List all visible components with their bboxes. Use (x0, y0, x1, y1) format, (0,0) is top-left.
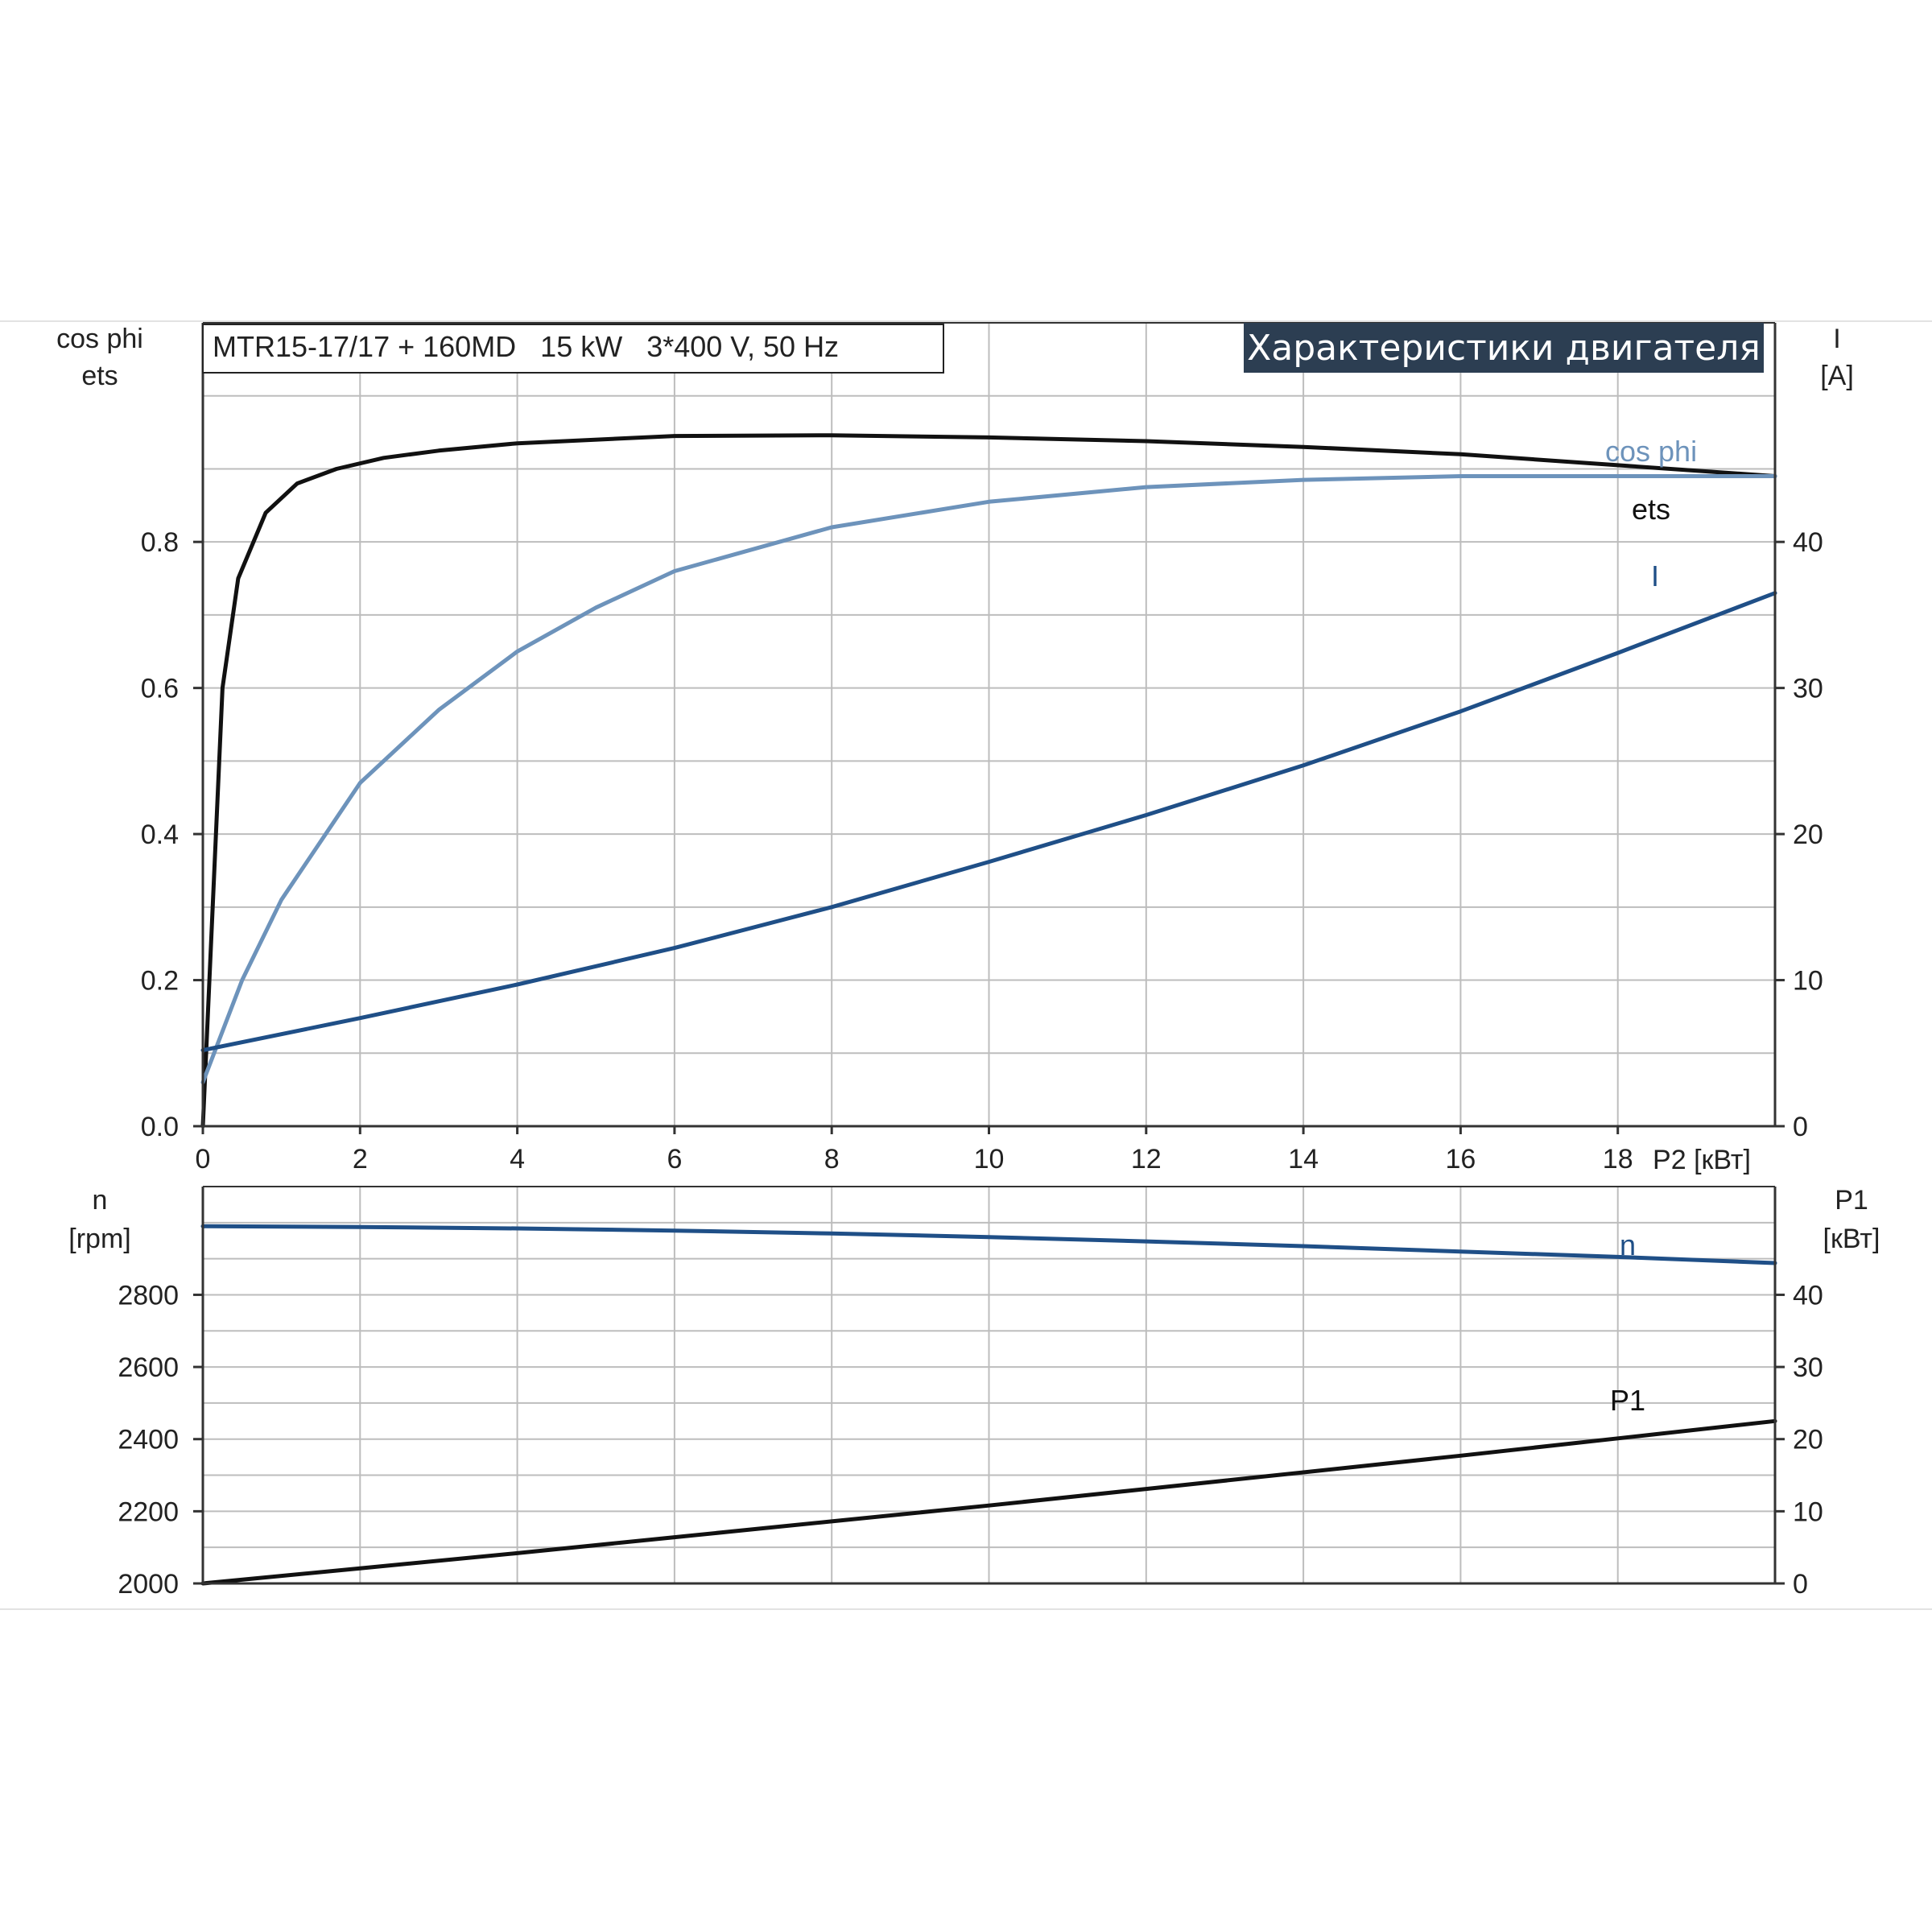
title-banner-text: Характеристики двигателя (1247, 328, 1761, 369)
x-tick-label: 18 (1603, 1144, 1633, 1174)
bottom-right-axis-label-1: P1 (1835, 1185, 1868, 1216)
series-line-i (200, 591, 1777, 1053)
x-tick-label: 2 (353, 1144, 368, 1174)
bottom-chart-axes (201, 1186, 1777, 1585)
series-line-p1 (200, 1418, 1777, 1586)
top-right-axis-label-2: [A] (1820, 361, 1854, 391)
series-line-ets (200, 433, 1777, 1129)
top-chart-curves (200, 433, 1777, 1129)
left-tick-label: 0.6 (141, 674, 179, 704)
info-box (202, 324, 944, 374)
left-tick-label: 0.0 (141, 1112, 179, 1142)
bottom-left-axis-label-2: [rpm] (68, 1224, 130, 1254)
top-chart-grid (202, 323, 1776, 1126)
right-tick-label: 20 (1793, 1425, 1823, 1455)
series-label-p1: P1 (1610, 1384, 1645, 1417)
right-tick-label: 30 (1793, 674, 1823, 704)
series-label-n: n (1620, 1228, 1636, 1261)
info-box-text: MTR15-17/17 + 160MD 15 kW 3*400 V, 50 Hz (213, 330, 839, 363)
left-tick-label: 0.4 (141, 819, 179, 850)
x-tick-label: 8 (824, 1144, 840, 1174)
bottom-chart-curves (200, 1224, 1777, 1586)
top-right-axis-label-1: I (1833, 324, 1840, 354)
top-chart-ticks: 0.0 0.2 0.4 0.6 0.8 0 10 20 30 40 0 2 4 6 8 10 12 14 16 18 (141, 527, 1823, 1174)
left-tick-label: 0.2 (141, 966, 179, 997)
x-tick-label: 4 (510, 1144, 525, 1174)
right-tick-label: 30 (1793, 1352, 1823, 1383)
x-tick-label: 6 (667, 1144, 682, 1174)
right-tick-label: 10 (1793, 966, 1823, 997)
series-label-cos-phi: cos phi (1605, 435, 1697, 468)
right-tick-label: 0 (1793, 1112, 1808, 1142)
right-tick-label: 0 (1793, 1569, 1808, 1600)
x-tick-label: 16 (1445, 1144, 1476, 1174)
top-left-axis-label-2: ets (81, 361, 118, 391)
bottom-chart-ticks: 2000 2200 2400 2600 2800 0 10 20 30 40 (118, 1280, 1823, 1600)
right-tick-label: 40 (1793, 527, 1823, 558)
bottom-chart-grid (202, 1187, 1776, 1583)
right-tick-label: 20 (1793, 819, 1823, 850)
x-tick-label: 12 (1131, 1144, 1162, 1174)
left-tick-label: 0.8 (141, 527, 179, 558)
bottom-left-axis-label-1: n (93, 1185, 108, 1216)
x-axis-label: P2 [кВт] (1653, 1145, 1751, 1175)
x-tick-label: 0 (196, 1144, 211, 1174)
left-tick-label: 2400 (118, 1425, 179, 1455)
title-banner (1244, 323, 1764, 373)
right-tick-label: 40 (1793, 1280, 1823, 1311)
bottom-right-axis-label-2: [кВт] (1823, 1224, 1880, 1254)
left-tick-label: 2000 (118, 1569, 179, 1600)
series-label-ets: ets (1632, 493, 1670, 526)
series-label-i: I (1651, 559, 1659, 592)
series-line-n (200, 1224, 1777, 1265)
x-tick-label: 10 (974, 1144, 1005, 1174)
left-tick-label: 2600 (118, 1352, 179, 1383)
left-tick-label: 2200 (118, 1496, 179, 1527)
right-tick-label: 10 (1793, 1496, 1823, 1527)
series-line-cos-phi (200, 474, 1777, 1085)
x-tick-label: 14 (1288, 1144, 1319, 1174)
left-tick-label: 2800 (118, 1280, 179, 1311)
top-left-axis-label-1: cos phi (56, 324, 143, 354)
